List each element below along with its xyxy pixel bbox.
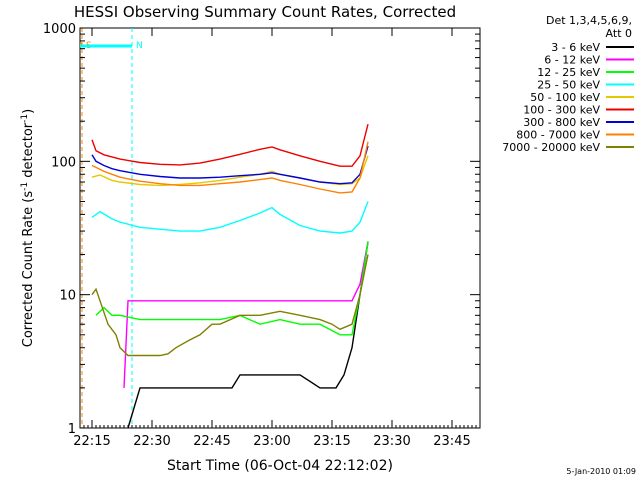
- legend-label-8: 7000 - 20000 keV: [502, 141, 600, 154]
- series-line-6: [91, 145, 369, 185]
- series-line-8: [91, 254, 369, 357]
- x-tick-label-3: 23:00: [253, 434, 290, 449]
- y-axis-label-mid: detector: [21, 122, 36, 182]
- legend-label-3: 25 - 50 keV: [537, 79, 600, 92]
- y-tick-label-2: 100: [51, 155, 76, 170]
- legend-label-0: 3 - 6 keV: [551, 41, 600, 54]
- series-line-4: [91, 155, 369, 187]
- series-lines: [91, 124, 369, 429]
- footer-timestamp: 5-Jan-2010 01:09: [566, 467, 636, 476]
- time-bar-label-N: N: [136, 41, 143, 51]
- y-axis-label-sup2: -1: [20, 114, 30, 123]
- series-line-3: [91, 201, 369, 234]
- legend-label-5: 100 - 300 keV: [523, 104, 600, 117]
- legend-label-2: 12 - 25 keV: [537, 66, 600, 79]
- y-axis-label: Corrected Count Rate (s-1 detector-1): [20, 109, 36, 347]
- y-axis-label-main: Corrected Count Rate (s: [21, 191, 36, 348]
- x-axis-label: Start Time (06-Oct-04 22:12:02): [167, 458, 393, 474]
- y-tick-label-1: 10: [59, 289, 76, 304]
- axes: 22:15 22:30 22:45 23:00 23:15 23:30 23:45 1 10 10…: [43, 22, 481, 449]
- legend-header-line-2: Att 0: [606, 27, 632, 40]
- time-bars: SN: [80, 28, 143, 428]
- x-tick-label-1: 22:30: [133, 434, 170, 449]
- series-line-7: [91, 141, 369, 194]
- x-tick-label-0: 22:15: [73, 434, 110, 449]
- chart-title: HESSI Observing Summary Count Rates, Cor…: [74, 3, 456, 21]
- legend-label-1: 6 - 12 keV: [544, 54, 600, 67]
- legend-header-line-1: Det 1,3,4,5,6,9,: [546, 14, 632, 27]
- legend-label-6: 300 - 800 keV: [523, 116, 600, 129]
- x-tick-label-5: 23:30: [373, 434, 410, 449]
- y-axis-label-sup1: -1: [20, 182, 30, 191]
- x-tick-label-2: 22:45: [193, 434, 230, 449]
- series-line-1: [123, 241, 369, 388]
- y-axis-label-end: ): [21, 109, 36, 114]
- series-line-2: [95, 241, 369, 336]
- x-tick-label-6: 23:45: [433, 434, 470, 449]
- legend-label-7: 800 - 7000 keV: [516, 129, 600, 142]
- series-line-0: [127, 241, 369, 429]
- y-tick-label-3: 1000: [43, 22, 76, 37]
- x-tick-label-4: 23:15: [313, 434, 350, 449]
- series-line-5: [91, 124, 369, 167]
- y-tick-label-0: 1: [68, 422, 76, 437]
- legend-label-4: 50 - 100 keV: [530, 91, 600, 104]
